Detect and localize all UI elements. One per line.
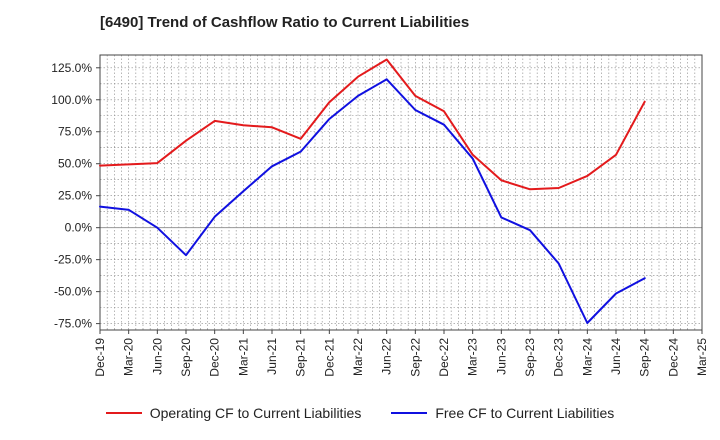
legend-label-operating-cf: Operating CF to Current Liabilities	[149, 405, 362, 421]
legend-label-free-cf: Free CF to Current Liabilities	[435, 405, 615, 421]
legend-item-operating-cf: Operating CF to Current Liabilities	[105, 405, 362, 421]
y-tick-label: 100.0%	[51, 93, 92, 107]
tick-layer: 125.0% 100.0% 75.0% 50.0% 25.0% 0.0% -25.0% -50…	[51, 61, 709, 377]
x-tick-label: Dec-20	[208, 338, 222, 377]
y-tick-label: -75.0%	[54, 317, 92, 331]
series-layer	[99, 58, 646, 324]
legend-swatch-free-cf	[391, 412, 428, 414]
x-tick-label: Dec-21	[322, 338, 336, 377]
x-tick-label: Sep-21	[294, 338, 308, 377]
x-tick-label: Dec-19	[93, 338, 107, 377]
y-tick-label: 25.0%	[58, 189, 92, 203]
x-tick-label: Mar-24	[580, 338, 594, 376]
x-tick-label: Mar-21	[236, 338, 250, 376]
plot-frame	[99, 54, 703, 331]
legend-swatch-operating-cf	[105, 412, 142, 414]
x-tick-label: Jun-23	[494, 338, 508, 375]
grid-layer	[99, 55, 702, 330]
x-tick-label: Sep-22	[408, 338, 422, 377]
legend: Operating CF to Current Liabilities Free…	[0, 405, 720, 421]
x-tick-label: Sep-23	[523, 338, 537, 377]
chart-title: [6490] Trend of Cashflow Ratio to Curren…	[100, 14, 470, 31]
x-tick-label: Dec-22	[437, 338, 451, 377]
series-line-free-cf	[99, 78, 646, 324]
y-tick-label: 50.0%	[58, 157, 92, 171]
y-tick-label: 75.0%	[58, 125, 92, 139]
y-tick-label: 0.0%	[65, 221, 93, 235]
x-tick-label: Jun-21	[265, 338, 279, 375]
x-tick-label: Sep-24	[638, 338, 652, 377]
x-tick-label: Jun-20	[150, 338, 164, 375]
x-tick-label: Mar-20	[122, 338, 136, 376]
axis-layer	[96, 54, 703, 334]
y-tick-label: -25.0%	[54, 253, 92, 267]
y-tick-label: -50.0%	[54, 285, 92, 299]
x-tick-label: Dec-24	[666, 338, 680, 377]
y-tick-label: 125.0%	[51, 61, 92, 75]
x-tick-label: Mar-25	[695, 338, 709, 376]
x-tick-label: Mar-23	[466, 338, 480, 376]
legend-item-free-cf: Free CF to Current Liabilities	[391, 405, 614, 421]
x-tick-label: Mar-22	[351, 338, 365, 376]
x-tick-label: Jun-24	[609, 338, 623, 375]
x-tick-label: Jun-22	[380, 338, 394, 375]
x-tick-label: Sep-20	[179, 338, 193, 377]
series-line-operating-cf	[99, 58, 646, 191]
x-tick-label: Dec-23	[552, 338, 566, 377]
